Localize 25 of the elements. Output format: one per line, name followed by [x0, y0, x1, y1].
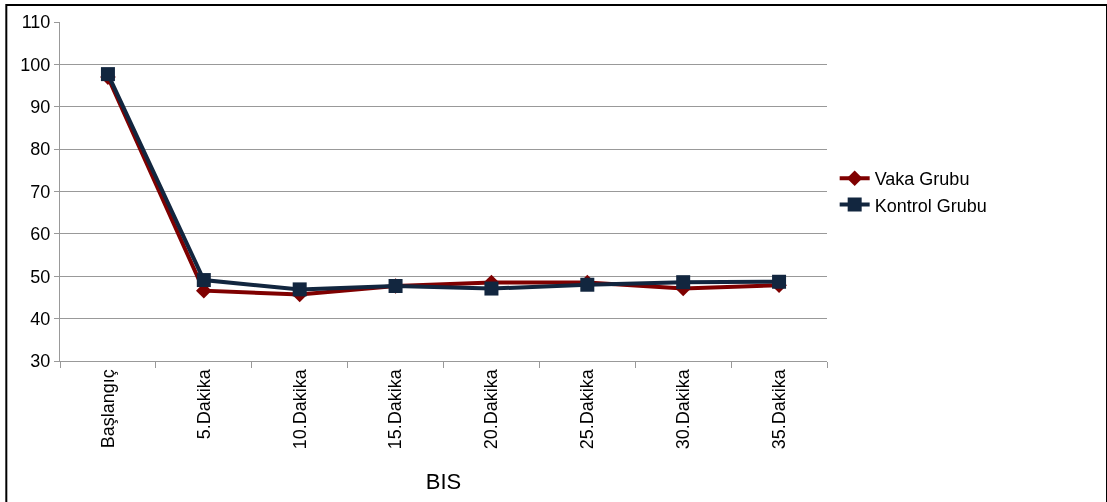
- y-tick-label: 40: [30, 308, 51, 329]
- point: [676, 275, 691, 290]
- x-tick-label: 25.Dakika: [577, 368, 598, 450]
- x-tick-label: 10.Dakika: [289, 368, 310, 450]
- y-tick-label: 80: [30, 139, 51, 160]
- x-tick-label: 30.Dakika: [673, 368, 694, 450]
- point: [196, 273, 211, 288]
- x-tick-label: 5.Dakika: [193, 368, 214, 440]
- x-tick-label: 35.Dakika: [768, 368, 789, 450]
- x-tick-label: 15.Dakika: [385, 368, 406, 450]
- point: [484, 281, 499, 296]
- y-tick-label: 90: [30, 97, 51, 118]
- y-tick-label: 110: [21, 12, 51, 33]
- y-tick-label: 50: [30, 266, 51, 287]
- y-tick-label: 30: [30, 351, 51, 372]
- legend-label: Kontrol Grubu: [874, 195, 987, 216]
- y-tick-label: 70: [30, 181, 51, 202]
- x-tick-label: Başlangıç: [97, 369, 118, 449]
- legend-label: Vaka Grubu: [874, 169, 970, 190]
- point: [772, 274, 787, 289]
- x-axis-title: BIS: [425, 469, 462, 495]
- point: [292, 282, 307, 297]
- y-tick-label: 60: [30, 224, 51, 245]
- y-tick-label: 100: [20, 54, 51, 75]
- x-tick-label: 20.Dakika: [481, 368, 502, 450]
